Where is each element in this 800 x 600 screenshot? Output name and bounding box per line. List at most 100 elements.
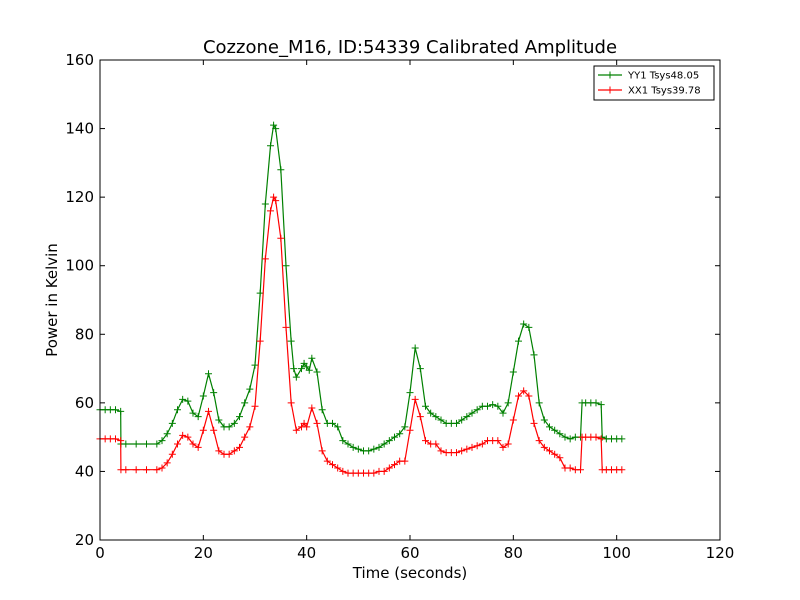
data-point [329, 461, 336, 469]
data-point [179, 431, 187, 439]
data-point [210, 426, 218, 434]
data-point [308, 354, 316, 362]
data-point [290, 365, 298, 373]
data-point [535, 399, 543, 407]
data-point [406, 389, 414, 397]
legend-marker [606, 86, 614, 94]
data-point [530, 351, 538, 359]
data-point [112, 406, 119, 414]
data-point [153, 466, 161, 474]
data-point [189, 409, 197, 417]
data-point [199, 392, 207, 400]
data-point [453, 449, 460, 457]
data-point [494, 437, 502, 445]
y-tick-label: 40 [75, 462, 94, 480]
x-tick-label: 60 [400, 544, 419, 562]
data-point [592, 433, 600, 441]
data-point [318, 447, 326, 455]
data-point [143, 466, 150, 474]
data-point [236, 443, 243, 451]
data-point [416, 365, 424, 373]
data-point [473, 406, 481, 414]
data-point [546, 447, 553, 455]
data-point [365, 447, 373, 455]
data-point [385, 464, 393, 472]
data-point [380, 467, 388, 475]
data-point [153, 440, 161, 448]
data-point [303, 423, 311, 431]
data-point [272, 125, 280, 133]
data-point [184, 397, 192, 405]
data-point [158, 437, 166, 445]
data-point [334, 464, 342, 472]
data-point [215, 447, 223, 455]
data-point [411, 395, 419, 403]
data-point [463, 445, 471, 453]
data-point [313, 419, 321, 427]
data-point [205, 370, 212, 378]
data-point [546, 423, 553, 431]
data-point [318, 406, 326, 414]
data-point [401, 423, 409, 431]
data-point [339, 437, 347, 445]
data-point [520, 387, 528, 395]
data-point [298, 365, 305, 373]
data-point [354, 445, 362, 453]
series-1 [96, 193, 626, 477]
y-tick-label: 160 [65, 51, 94, 69]
y-tick-label: 120 [65, 188, 94, 206]
data-point [179, 395, 187, 403]
data-point [391, 433, 398, 441]
data-point [561, 433, 569, 441]
data-point [535, 437, 543, 445]
data-point [556, 454, 564, 462]
data-point [292, 426, 300, 434]
legend-label: YY1 Tsys48.05 [627, 71, 699, 82]
data-point [277, 166, 285, 174]
data-point [267, 142, 274, 150]
data-point [241, 433, 249, 441]
data-point [598, 433, 606, 441]
data-point [117, 407, 125, 415]
data-point [504, 399, 512, 407]
legend-box [593, 65, 715, 101]
data-point [122, 440, 130, 448]
data-point [597, 435, 605, 443]
data-point [256, 289, 264, 297]
x-tick-label: 120 [706, 544, 735, 562]
data-point [282, 262, 290, 270]
data-point [416, 413, 424, 421]
data-point [236, 413, 243, 421]
data-point [489, 401, 497, 409]
data-point [375, 443, 383, 451]
data-point [370, 445, 378, 453]
data-point [499, 409, 507, 417]
data-point [391, 461, 398, 469]
data-point [168, 450, 176, 458]
y-tick-label: 20 [75, 531, 94, 549]
data-point [267, 207, 274, 215]
data-point [453, 419, 460, 427]
x-tick-label: 0 [95, 544, 105, 562]
x-tick-label: 40 [297, 544, 316, 562]
data-point [163, 430, 171, 438]
data-point [329, 419, 336, 427]
data-point [509, 416, 517, 424]
x-axis-label: Time (seconds) [352, 564, 468, 582]
y-tick-label: 80 [75, 325, 94, 343]
data-point [494, 402, 502, 410]
data-point [458, 447, 466, 455]
data-point [566, 464, 574, 472]
data-point [432, 440, 440, 448]
data-point [117, 437, 125, 445]
data-point [251, 361, 259, 369]
data-point [334, 423, 342, 431]
data-point [189, 440, 197, 448]
data-point [597, 401, 605, 409]
data-point [246, 423, 254, 431]
data-point [210, 389, 218, 397]
legend: YY1 Tsys48.05 XX1 Tsys39.78 [593, 65, 715, 101]
data-point [205, 407, 212, 415]
